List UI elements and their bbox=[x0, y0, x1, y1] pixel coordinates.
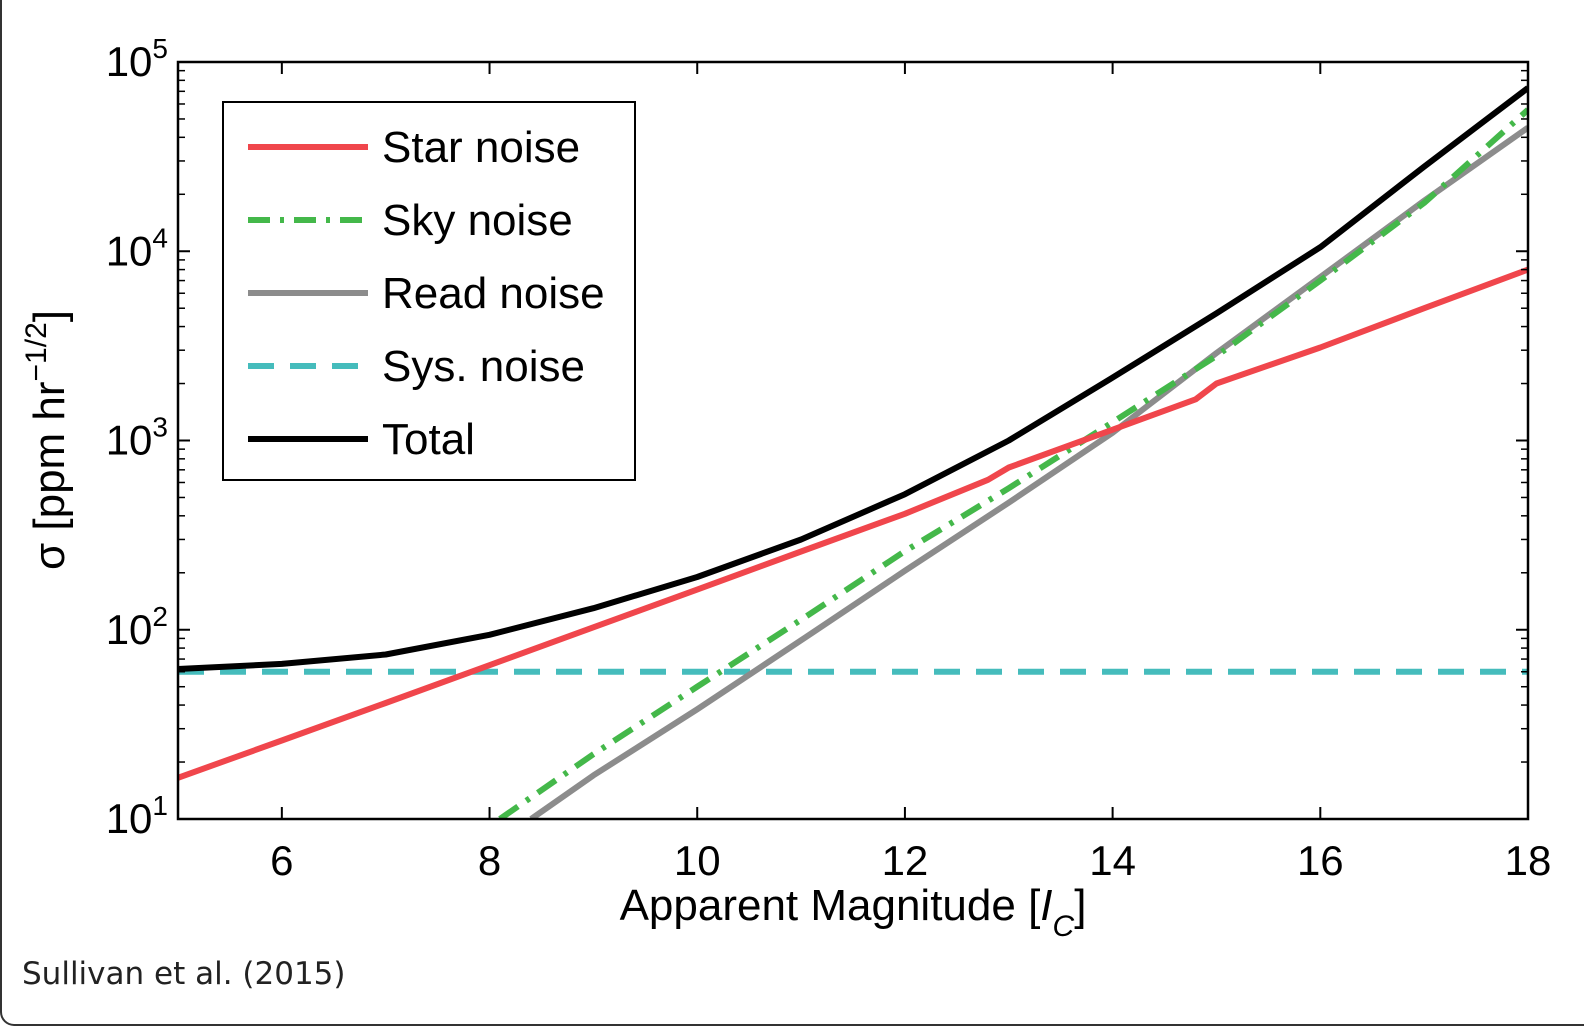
x-tick-label: 6 bbox=[270, 837, 293, 884]
y-tick-label: 105 bbox=[106, 33, 168, 85]
citation-credit: Sullivan et al. (2015) bbox=[22, 956, 346, 992]
y-tick-label: 104 bbox=[106, 222, 168, 274]
x-tick-label: 10 bbox=[674, 837, 721, 884]
x-tick-label: 12 bbox=[882, 837, 929, 884]
y-tick-label: 102 bbox=[106, 601, 168, 653]
x-tick-label: 8 bbox=[478, 837, 501, 884]
y-axis-label: σ [ppm hr−1/2] bbox=[20, 310, 74, 570]
y-tick-label: 101 bbox=[106, 790, 168, 842]
series-line-sky-noise bbox=[498, 107, 1528, 819]
ticks-layer: 6 8 10 12 14 16 18 101 102 103 104 105 bbox=[106, 33, 1552, 884]
x-tick-label: 18 bbox=[1505, 837, 1552, 884]
x-axis-label: Apparent Magnitude [IC] bbox=[620, 881, 1087, 943]
noise-chart: 6 8 10 12 14 16 18 101 102 103 104 105 Star noise Sk… bbox=[20, 33, 1552, 943]
legend-label-sky-noise: Sky noise bbox=[382, 196, 573, 245]
legend-label-read-noise: Read noise bbox=[382, 269, 605, 318]
legend-label-star-noise: Star noise bbox=[382, 123, 580, 172]
x-tick-label: 14 bbox=[1089, 837, 1136, 884]
y-tick-label: 103 bbox=[106, 412, 168, 464]
x-tick-label: 16 bbox=[1297, 837, 1344, 884]
legend-label-sys-noise: Sys. noise bbox=[382, 342, 585, 391]
series-layer bbox=[178, 85, 1528, 819]
legend-label-total: Total bbox=[382, 415, 475, 464]
series-line-star-noise bbox=[178, 266, 1528, 781]
legend: Star noise Sky noise Read noise Sys. noise T… bbox=[222, 101, 636, 481]
series-line-total bbox=[178, 85, 1528, 672]
